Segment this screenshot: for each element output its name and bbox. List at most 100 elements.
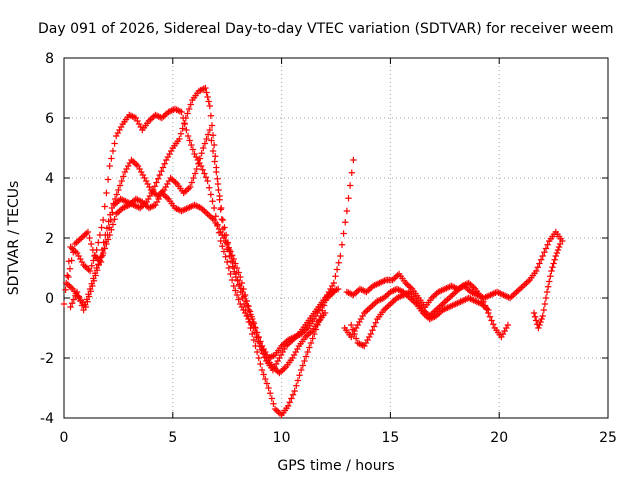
data-point [233,291,241,299]
data-point [511,290,519,297]
data-point [201,170,208,177]
data-point [209,132,217,139]
data-point [291,387,298,395]
data-point [230,282,237,290]
data-point [268,395,276,402]
data-point [549,264,556,271]
data-point [148,203,156,210]
data-point [156,171,163,179]
data-point [190,174,197,182]
data-point [167,174,174,182]
data-point [70,296,77,303]
data-point [408,296,415,303]
data-point [490,321,497,328]
data-point [388,299,396,306]
data-point [68,300,76,307]
data-point [296,372,303,379]
data-point [99,249,107,257]
data-point [537,318,544,326]
data-point [253,329,260,336]
data-point [524,278,532,285]
data-point [141,174,148,182]
data-point [348,321,355,329]
data-point [201,207,208,215]
data-point [137,123,144,131]
y-tick-labels: -4 -2 0 2 4 6 8 [40,51,54,427]
data-point [279,366,286,374]
data-point [299,362,307,369]
data-point [390,287,397,294]
data-point [98,253,105,260]
data-point [62,286,69,293]
data-point [218,204,225,212]
data-point [207,191,215,198]
data-point [66,282,73,290]
data-point [251,324,259,331]
data-point [184,132,192,140]
data-point [66,265,74,272]
data-point [538,315,545,323]
data-point [183,186,191,194]
data-point [537,256,545,263]
data-point [167,147,175,155]
data-point [124,162,132,170]
data-point [106,162,113,170]
data-point [222,231,230,239]
data-point [153,179,160,186]
data-point [170,177,178,185]
data-point [186,137,193,144]
data-point [198,86,206,93]
data-point [117,123,125,131]
data-point [218,216,225,223]
data-point [555,243,563,251]
data-point [332,273,339,280]
data-point [551,256,558,263]
data-point [556,240,564,248]
data-point [265,384,272,392]
data-point [539,312,546,320]
data-point [521,281,528,288]
data-point [189,146,197,153]
data-point [121,168,129,176]
data-point [235,296,242,303]
data-point [439,300,446,308]
data-point [153,198,161,206]
data-point [81,231,88,239]
data-point [219,216,227,224]
data-point [129,158,137,165]
data-point [445,294,453,302]
data-point [134,117,141,125]
data-point [193,165,200,173]
data-point [544,283,552,290]
data-point [209,147,217,155]
data-point [176,135,183,143]
data-point [234,276,241,284]
data-point [60,300,68,308]
data-point [187,183,194,191]
data-point [123,165,130,173]
data-point [188,179,196,186]
data-point [224,239,231,246]
data-point [508,293,515,300]
data-point [108,226,115,233]
data-point [182,114,190,122]
data-point [84,298,91,305]
data-point [204,131,212,138]
x-tick-label: 15 [381,430,399,446]
data-point [249,330,256,338]
data-point [539,252,546,260]
data-point [335,259,342,266]
data-point [271,365,278,372]
data-point [73,249,81,257]
data-point [102,231,109,239]
data-point [133,161,140,168]
data-point [385,302,392,309]
data-point [182,188,189,195]
series-track-8 [530,240,564,332]
data-point [208,122,216,129]
x-axis-label: GPS time / hours [277,458,394,474]
data-point [275,408,282,416]
series-track-2 [65,84,338,362]
data-point [532,267,540,275]
data-point [215,186,222,194]
